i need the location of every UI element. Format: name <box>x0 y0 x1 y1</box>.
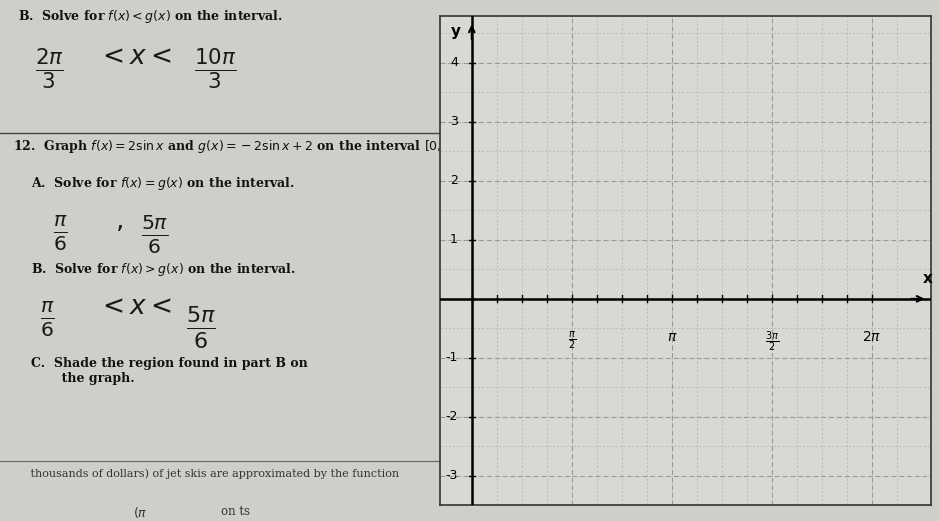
Text: $\frac{\pi}{6}$: $\frac{\pi}{6}$ <box>39 300 55 339</box>
Text: B.  Solve for $f(x) < g(x)$ on the interval.: B. Solve for $f(x) < g(x)$ on the interv… <box>18 8 283 25</box>
Text: 3: 3 <box>450 115 458 128</box>
Text: 4: 4 <box>450 56 458 69</box>
Text: $\frac{2\pi}{3}$: $\frac{2\pi}{3}$ <box>36 47 64 92</box>
Text: -3: -3 <box>446 469 458 482</box>
Text: 1: 1 <box>450 233 458 246</box>
Text: B.  Solve for $f(x) > g(x)$ on the interval.: B. Solve for $f(x) > g(x)$ on the interv… <box>31 260 296 278</box>
Text: 12.  Graph $f(x) = 2\sin x$ and $g(x) = -2\sin x + 2$ on the interval $[0, \pi]$: 12. Graph $f(x) = 2\sin x$ and $g(x) = -… <box>13 138 462 155</box>
Text: $\frac{10\pi}{3}$: $\frac{10\pi}{3}$ <box>195 47 237 92</box>
Text: $\frac{5\pi}{6}$: $\frac{5\pi}{6}$ <box>141 214 169 256</box>
Text: $< x <$: $< x <$ <box>97 294 172 319</box>
Text: $2\pi$: $2\pi$ <box>863 330 882 343</box>
Text: $< x <$: $< x <$ <box>97 44 172 69</box>
Text: $\frac{5\pi}{6}$: $\frac{5\pi}{6}$ <box>185 305 215 351</box>
Text: $(\pi\,$: $(\pi\,$ <box>133 505 147 520</box>
Text: -1: -1 <box>446 351 458 364</box>
Text: C.  Shade the region found in part B on
       the graph.: C. Shade the region found in part B on t… <box>31 357 307 385</box>
Text: x: x <box>922 271 932 286</box>
Text: $\frac{\pi}{6}$: $\frac{\pi}{6}$ <box>53 214 68 253</box>
Text: A.  Solve for $f(x) = g(x)$ on the interval.: A. Solve for $f(x) = g(x)$ on the interv… <box>31 175 295 192</box>
Text: 2: 2 <box>450 175 458 188</box>
Text: thousands of dollars) of jet skis are approximated by the function: thousands of dollars) of jet skis are ap… <box>13 469 400 479</box>
Text: $\frac{\pi}{2}$: $\frac{\pi}{2}$ <box>568 330 576 351</box>
Text: on ts: on ts <box>221 505 250 518</box>
Text: y: y <box>451 24 461 40</box>
Text: $\pi$: $\pi$ <box>666 330 677 343</box>
Text: -2: -2 <box>446 411 458 424</box>
Text: $,$: $,$ <box>115 208 123 233</box>
Text: $\frac{3\pi}{2}$: $\frac{3\pi}{2}$ <box>765 330 779 354</box>
